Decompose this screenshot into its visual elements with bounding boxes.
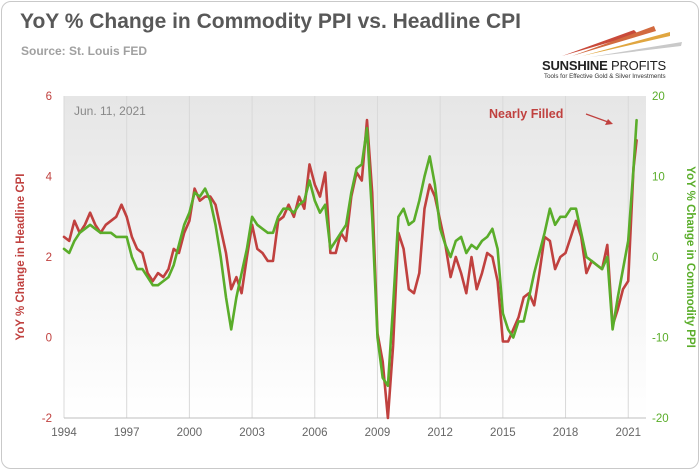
right-axis-label: YoY % Change in Commodity PPI bbox=[684, 166, 696, 348]
grid-lines bbox=[63, 96, 646, 419]
x-tick-label: 1997 bbox=[114, 427, 140, 439]
x-tick-label: 2018 bbox=[553, 427, 579, 439]
x-tick-label: 2021 bbox=[615, 427, 641, 439]
left-tick-label: 4 bbox=[46, 172, 53, 184]
left-axis-ticks: -2 0 2 4 6 bbox=[42, 91, 53, 425]
x-tick-label: 1994 bbox=[51, 427, 77, 439]
sun-rays-logo-icon bbox=[562, 26, 682, 57]
logo-name-bold: SUNSHINE bbox=[542, 58, 608, 73]
x-tick-label: 2006 bbox=[302, 427, 328, 439]
series-group bbox=[62, 118, 638, 420]
x-tick-label: 2000 bbox=[177, 427, 203, 439]
left-axis-label: YoY % Change in Headline CPI bbox=[15, 174, 27, 341]
plot-area bbox=[64, 96, 646, 418]
logo-wordmark: SUNSHINE PROFITS bbox=[542, 58, 666, 73]
sunshine-profits-logo: SUNSHINE PROFITS Tools for Effective Gol… bbox=[542, 22, 692, 82]
ppi-series-line bbox=[62, 118, 638, 388]
x-axis-ticks: 1994 1997 2000 2003 2006 2009 2012 2015 2018 2021 bbox=[51, 427, 641, 439]
x-tick-label: 2015 bbox=[490, 427, 516, 439]
right-tick-label: 10 bbox=[652, 172, 665, 184]
x-tick-label: 2012 bbox=[427, 427, 453, 439]
chart-title: YoY % Change in Commodity PPI vs. Headli… bbox=[20, 10, 521, 33]
right-tick-label: 20 bbox=[652, 91, 665, 103]
right-tick-label: -20 bbox=[652, 413, 669, 425]
x-tick-label: 2009 bbox=[365, 427, 391, 439]
left-tick-label: 6 bbox=[46, 91, 52, 103]
annotation-arrow bbox=[585, 113, 613, 125]
left-tick-label: -2 bbox=[42, 413, 52, 425]
right-tick-label: -10 bbox=[652, 333, 669, 345]
x-tick-label: 2003 bbox=[239, 427, 265, 439]
left-tick-label: 2 bbox=[46, 252, 52, 264]
chart-source: Source: St. Louis FED bbox=[21, 44, 148, 58]
left-tick-label: 0 bbox=[46, 333, 52, 345]
annotation-label: Nearly Filled bbox=[489, 107, 563, 121]
date-label: Jun. 11, 2021 bbox=[74, 104, 146, 118]
logo-tagline: Tools for Effective Gold & Silver Invest… bbox=[544, 73, 666, 80]
right-axis-ticks: -20 -10 0 10 20 bbox=[652, 91, 669, 425]
right-tick-label: 0 bbox=[652, 252, 658, 264]
logo-name-thin: PROFITS bbox=[611, 58, 666, 73]
